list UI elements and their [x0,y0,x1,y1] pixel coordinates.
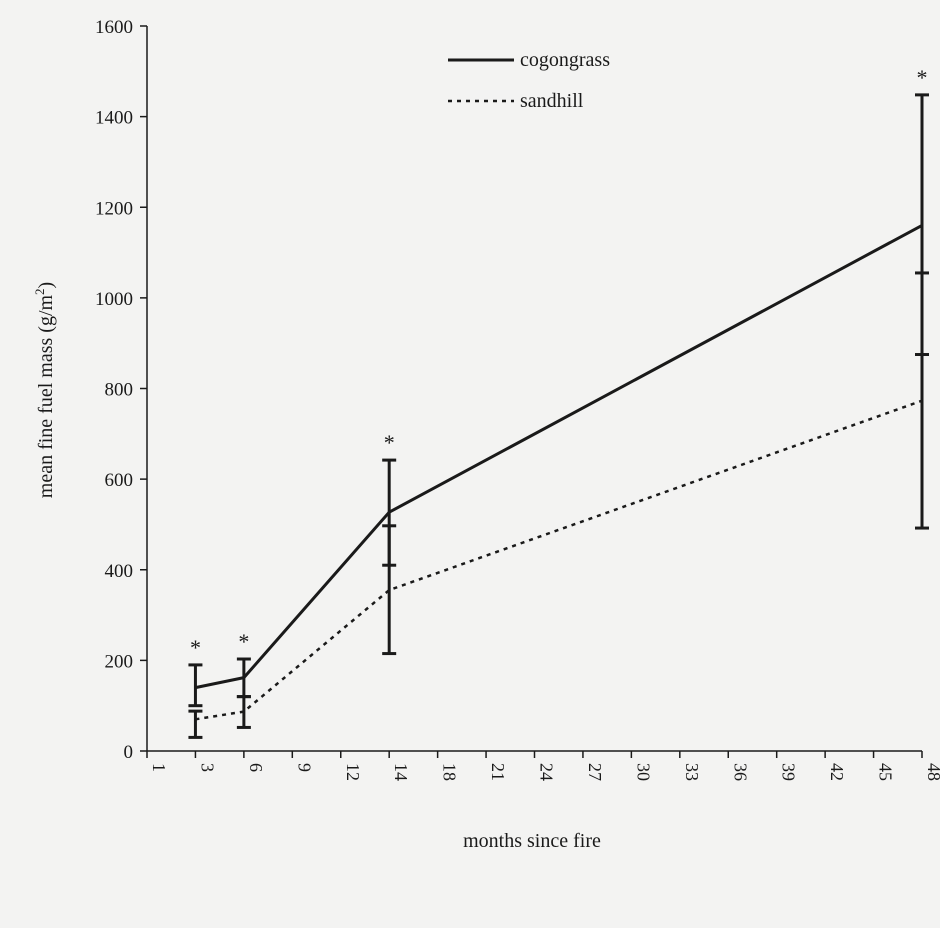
legend: cogongrass sandhill [448,49,610,112]
y-axis-title: mean fine fuel mass (g/m2) [32,282,57,498]
x-tick-label: 48 [924,763,940,781]
y-tick-label: 1200 [95,198,133,219]
x-tick-label: 42 [827,763,847,781]
x-tick-label: 45 [876,763,896,781]
legend-label-sandhill: sandhill [520,90,584,112]
y-tick-label: 1000 [95,289,133,310]
y-tick-label: 800 [105,380,134,401]
x-tick-label: 12 [343,763,363,781]
x-tick-label: 1 [149,763,169,772]
y-axis-title-main: mean fine fuel mass (g/m [35,295,57,499]
y-axis-ticks: 0 200 400 600 800 1000 1200 1400 1600 [95,17,147,763]
x-tick-label: 6 [246,763,266,772]
x-tick-label: 9 [294,763,314,772]
significance-star: * [238,629,249,654]
error-bars [188,93,929,739]
x-tick-label: 24 [537,763,557,781]
significance-star: * [190,635,201,660]
x-axis-title: months since fire [463,830,601,852]
y-tick-label: 0 [124,742,134,763]
x-tick-label: 3 [197,763,217,772]
axes [146,26,922,752]
y-axis-title-sup: 2 [32,288,47,295]
y-tick-label: 200 [105,651,134,672]
x-tick-label: 36 [730,763,750,781]
series-line-cogongrass [195,224,923,690]
x-axis-ticks: 1 3 6 9 12 14 18 21 24 27 30 33 36 39 42 45 48 [146,751,940,781]
series-lines [195,224,923,721]
y-tick-label: 1400 [95,108,133,129]
significance-star: * [917,65,928,90]
x-tick-label: 27 [585,763,605,781]
x-tick-label: 33 [682,763,702,781]
y-tick-label: 400 [105,561,134,582]
x-tick-label: 30 [633,763,653,781]
x-tick-label: 18 [440,763,460,781]
series-line-sandhill [195,399,923,721]
significance-markers: * * * * [190,65,928,660]
legend-label-cogongrass: cogongrass [520,49,610,71]
y-tick-label: 600 [105,470,134,491]
y-axis-title-close: ) [35,282,57,289]
x-tick-label: 21 [488,763,508,781]
significance-star: * [384,430,395,455]
x-tick-label: 14 [391,763,411,781]
x-tick-label: 39 [779,763,799,781]
y-tick-label: 1600 [95,17,133,38]
